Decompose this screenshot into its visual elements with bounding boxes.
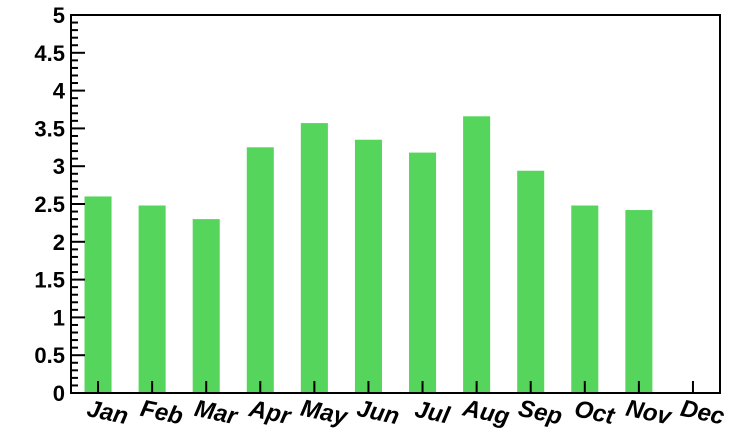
x-tick-label-may: May [298, 395, 351, 431]
bars-layer [84, 116, 653, 394]
y-tick-label: 5 [53, 3, 65, 28]
y-tick-label: 3 [53, 154, 65, 179]
bar-sep [517, 170, 545, 393]
x-tick-label-sep: Sep [516, 395, 565, 431]
x-tick-label-oct: Oct [572, 395, 618, 430]
bar-jul [409, 152, 437, 393]
x-tick-label-feb: Feb [138, 395, 185, 430]
x-tick-label-apr: Apr [246, 395, 295, 431]
y-tick-label: 4.5 [34, 41, 65, 66]
bar-oct [571, 205, 599, 393]
y-tick-label: 4 [53, 79, 66, 104]
x-tick-label-aug: Aug [460, 394, 513, 430]
bar-jan [84, 196, 112, 393]
y-tick-label: 2.5 [34, 192, 65, 217]
bar-nov [625, 210, 653, 393]
x-tick-label-mar: Mar [192, 395, 241, 431]
y-tick-label: 1 [53, 305, 65, 330]
y-tick-label: 0 [53, 381, 65, 406]
bar-apr [246, 147, 274, 393]
bar-mar [192, 219, 220, 393]
plot-frame [70, 14, 721, 394]
x-tick-label-jan: Jan [85, 395, 131, 430]
y-tick-label: 3.5 [34, 116, 65, 141]
bar-may [300, 123, 328, 394]
bar-aug [463, 116, 491, 394]
y-tick-label: 1.5 [34, 268, 65, 293]
bar-jun [354, 139, 382, 393]
y-tick-label: 0.5 [34, 343, 65, 368]
x-tick-label-dec: Dec [678, 395, 727, 431]
bar-feb [138, 205, 166, 393]
x-tick-label-jul: Jul [412, 396, 453, 430]
y-axis: 0 0.5 1 1.5 2 2.5 3 3.5 4 4.5 5 [34, 3, 85, 406]
y-tick-label: 2 [53, 230, 65, 255]
x-tick-label-jun: Jun [354, 395, 401, 430]
x-tick-label-nov: Nov [623, 395, 675, 431]
